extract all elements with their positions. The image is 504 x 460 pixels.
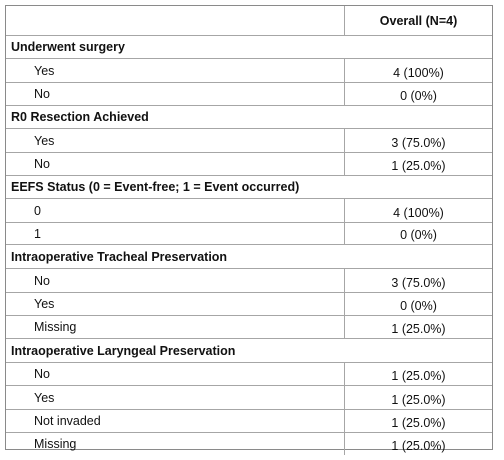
row-label: No <box>6 153 345 175</box>
summary-table: Overall (N=4) Underwent surgery Yes 4 (1… <box>5 5 493 455</box>
row-label: 0 <box>6 199 345 222</box>
row-value: 1 (25.0%) <box>391 369 446 383</box>
row-value: 0 (0%) <box>400 299 437 313</box>
header-blank-cell <box>6 6 345 35</box>
row-value: 1 (25.0%) <box>391 416 446 430</box>
row-label: No <box>6 269 345 292</box>
row-label: Missing <box>6 316 345 338</box>
row-label: Missing <box>6 433 345 455</box>
row-label: Yes <box>6 129 345 152</box>
row-value: 1 (25.0%) <box>391 439 446 453</box>
table-row: 1 0 (0%) <box>6 223 492 245</box>
section-title: R0 Resection Achieved <box>11 110 149 124</box>
row-value: 1 (25.0%) <box>391 159 446 173</box>
table-row: No 3 (75.0%) <box>6 269 492 293</box>
row-value: 4 (100%) <box>393 66 444 80</box>
section-row: Underwent surgery <box>6 36 492 59</box>
table-row: Missing 1 (25.0%) <box>6 316 492 339</box>
row-value: 3 (75.0%) <box>391 136 446 150</box>
row-value: 3 (75.0%) <box>391 276 446 290</box>
table-row: No 1 (25.0%) <box>6 153 492 176</box>
table-row: Yes 3 (75.0%) <box>6 129 492 153</box>
row-label: Yes <box>6 59 345 82</box>
table-row: Yes 1 (25.0%) <box>6 386 492 410</box>
table-row: Yes 0 (0%) <box>6 293 492 316</box>
section-title: Intraoperative Tracheal Preservation <box>11 249 228 264</box>
header-row: Overall (N=4) <box>6 6 492 36</box>
section-row: R0 Resection Achieved <box>6 106 492 129</box>
section-row: Intraoperative Tracheal Preservation <box>6 245 492 269</box>
table-row: No 1 (25.0%) <box>6 363 492 386</box>
column-header-overall: Overall (N=4) <box>379 13 458 28</box>
row-value: 0 (0%) <box>400 228 437 242</box>
section-title: EEFS Status (0 = Event-free; 1 = Event o… <box>11 180 300 194</box>
row-value: 1 (25.0%) <box>391 393 446 407</box>
table-row: Not invaded 1 (25.0%) <box>6 410 492 433</box>
table-row: 0 4 (100%) <box>6 199 492 223</box>
table-row: No 0 (0%) <box>6 83 492 106</box>
table-row: Yes 4 (100%) <box>6 59 492 83</box>
section-title: Intraoperative Laryngeal Preservation <box>11 343 236 358</box>
row-value: 4 (100%) <box>393 206 444 220</box>
row-label: Yes <box>6 293 345 315</box>
row-value: 0 (0%) <box>400 89 437 103</box>
row-label: Not invaded <box>6 410 345 432</box>
row-value: 1 (25.0%) <box>391 322 446 336</box>
section-row: Intraoperative Laryngeal Preservation <box>6 339 492 363</box>
table-row: Missing 1 (25.0%) <box>6 433 492 455</box>
row-label: No <box>6 83 345 105</box>
row-label: No <box>6 363 345 385</box>
section-row: EEFS Status (0 = Event-free; 1 = Event o… <box>6 176 492 199</box>
row-label: 1 <box>6 223 345 244</box>
section-title: Underwent surgery <box>11 40 125 54</box>
row-label: Yes <box>6 386 345 409</box>
